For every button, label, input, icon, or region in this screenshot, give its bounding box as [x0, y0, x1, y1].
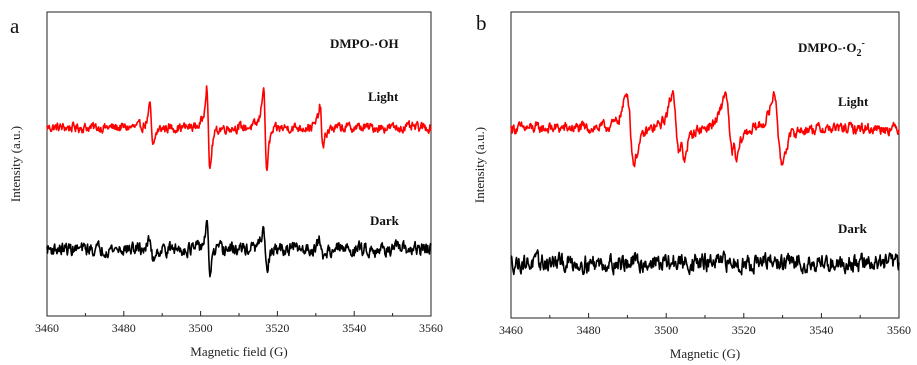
x-tick-label: 3560	[887, 323, 911, 337]
x-tick-label: 3460	[499, 323, 523, 337]
plot-frame	[46, 11, 432, 317]
x-tick-label: 3520	[265, 321, 289, 335]
x-axis-title: Magnetic field (G)	[190, 344, 287, 359]
plot-frame	[510, 11, 900, 319]
series-dark-line	[46, 220, 432, 278]
x-tick-label: 3480	[112, 321, 136, 335]
spectrum-title: DMPO-·OH	[330, 36, 399, 51]
series-label-dark: Dark	[370, 213, 400, 228]
x-tick-label: 3540	[342, 321, 366, 335]
series-light-line	[510, 90, 900, 168]
x-tick-label: 3560	[419, 321, 443, 335]
series-light-line	[46, 85, 432, 172]
series-label-light: Light	[368, 89, 399, 104]
spectrum-title: DMPO-·O2-	[798, 38, 865, 59]
y-axis-title: Intensity (a.u.)	[8, 126, 23, 202]
panel-letter: b	[476, 11, 487, 35]
panel-letter: a	[10, 14, 20, 38]
x-tick-label: 3460	[35, 321, 59, 335]
panel-b: 3460 3480 3500 3520 3540 3560 Magnetic (G) Inte…	[472, 11, 911, 361]
x-tick-label: 3540	[809, 323, 833, 337]
y-axis-title: Intensity (a.u.)	[472, 127, 487, 203]
x-axis-title: Magnetic (G)	[670, 346, 740, 361]
x-tick-label: 3480	[577, 323, 601, 337]
series-label-dark: Dark	[838, 221, 868, 236]
x-tick-label: 3500	[654, 323, 678, 337]
series-label-light: Light	[838, 94, 869, 109]
x-tick-label: 3500	[189, 321, 213, 335]
panel-a: 3460 3480 3500 3520 3540 3560 Magnetic field (…	[8, 11, 443, 359]
series-dark-line	[510, 249, 900, 276]
x-tick-label: 3520	[732, 323, 756, 337]
